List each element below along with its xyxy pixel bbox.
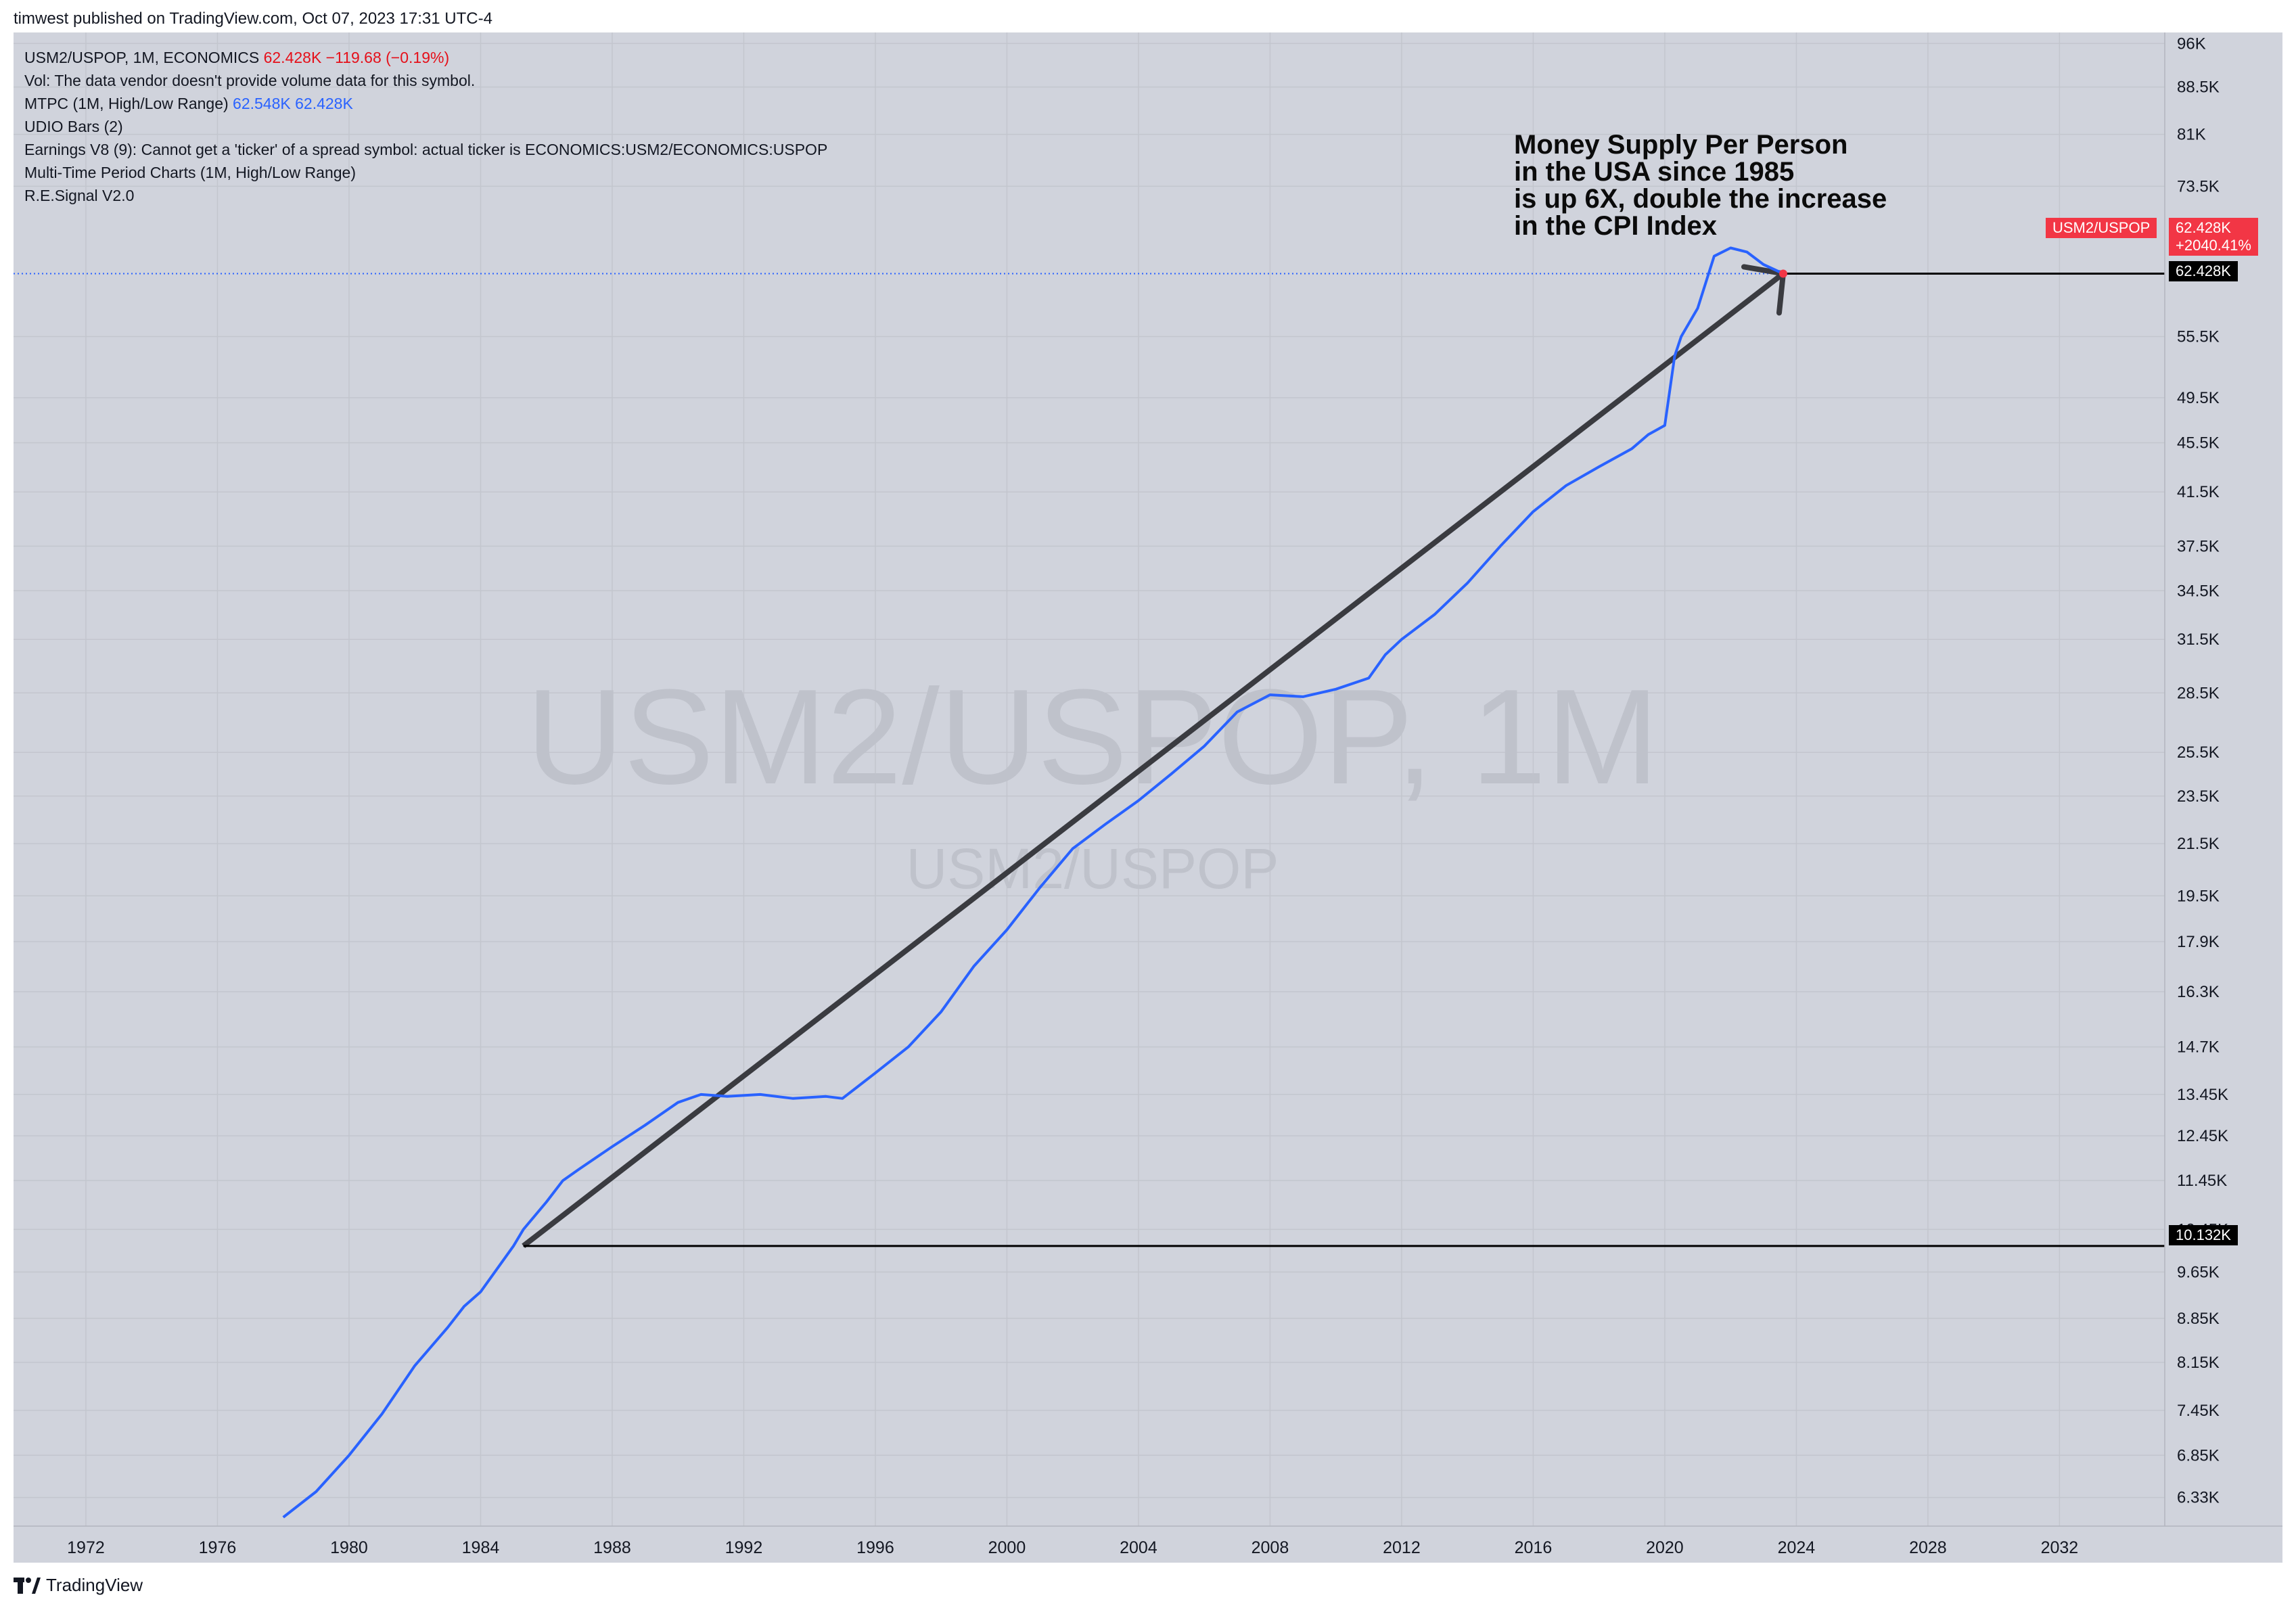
x-tick-label: 2020 [1646,1538,1684,1557]
y-tick-label: 17.9K [2177,933,2220,951]
y-tick-label: 41.5K [2177,483,2220,501]
legend-symbol-values: 62.428K −119.68 (−0.19%) [263,49,450,66]
y-tick-label: 19.5K [2177,887,2220,905]
y-tick-label: 37.5K [2177,537,2220,555]
legend-vol[interactable]: Vol: The data vendor doesn't provide vol… [24,72,476,89]
legend-symbol-row[interactable]: USM2/USPOP, 1M, ECONOMICS 62.428K −119.6… [24,46,827,69]
publish-info: timwest published on TradingView.com, Oc… [14,9,492,28]
x-tick-label: 2004 [1120,1538,1157,1557]
y-tick-label: 16.3K [2177,983,2220,1001]
x-tick-label: 2032 [2041,1538,2079,1557]
hline-bottom-tag[interactable]: 10.132K [2169,1225,2238,1245]
tradingview-logo-icon [14,1577,41,1594]
y-tick-label: 73.5K [2177,177,2220,196]
last-price-tag[interactable]: 62.428K +2040.41% [2169,218,2258,256]
chart-panel[interactable]: USM2/USPOP, 1M USM2/USPOP 96K 88.5K 81K 73.… [14,32,2282,1563]
x-tick-label: 2008 [1252,1538,1289,1557]
symbol-name-tag[interactable]: USM2/USPOP [2046,218,2157,238]
x-tick-label: 1992 [725,1538,763,1557]
time-axis: 1972 1976 1980 1984 1988 1992 1996 2000 2004 2008… [67,1538,2078,1557]
series-layer [282,246,1787,1519]
annotation-line: in the CPI Index [1514,211,1718,241]
y-tick-label: 6.85K [2177,1446,2220,1465]
annotation-line: in the USA since 1985 [1514,157,1795,187]
y-tick-label: 31.5K [2177,630,2220,649]
last-price-change: +2040.41% [2176,237,2251,254]
annotation-line: Money Supply Per Person [1514,130,1848,160]
y-tick-label: 34.5K [2177,582,2220,600]
legend-mtpc-values: 62.548K 62.428K [233,95,353,112]
y-tick-label: 8.15K [2177,1354,2220,1372]
watermark-symbol-interval: USM2/USPOP, 1M [526,662,1659,812]
y-tick-label: 21.5K [2177,835,2220,853]
x-tick-label: 1972 [67,1538,105,1557]
hline-top-tag[interactable]: 62.428K [2169,261,2238,281]
legend-symbol: USM2/USPOP, 1M, ECONOMICS [24,49,260,66]
legend-multi[interactable]: Multi-Time Period Charts (1M, High/Low R… [24,164,356,181]
y-tick-label: 28.5K [2177,684,2220,702]
x-tick-label: 2000 [988,1538,1026,1557]
legend-mtpc-row[interactable]: MTPC (1M, High/Low Range) 62.548K 62.428… [24,92,827,115]
y-tick-label: 8.85K [2177,1310,2220,1328]
y-tick-label: 9.65K [2177,1263,2220,1281]
legend-mtpc-label: MTPC (1M, High/Low Range) [24,95,229,112]
x-tick-label: 1988 [593,1538,631,1557]
y-tick-label: 55.5K [2177,327,2220,346]
x-tick-label: 1984 [462,1538,500,1557]
y-tick-label: 45.5K [2177,434,2220,453]
x-tick-label: 1976 [199,1538,237,1557]
y-tick-label: 23.5K [2177,787,2220,806]
y-tick-label: 11.45K [2177,1172,2227,1190]
legend-earnings[interactable]: Earnings V8 (9): Cannot get a 'ticker' o… [24,141,828,158]
price-axis-bg [2165,32,2282,1563]
last-price-value: 62.428K [2176,219,2231,236]
watermark-symbol: USM2/USPOP [906,837,1279,900]
x-tick-label: 2028 [1909,1538,1947,1557]
y-tick-label: 6.33K [2177,1489,2220,1507]
annotation-line: is up 6X, double the increase [1514,184,1887,214]
x-tick-label: 2012 [1383,1538,1421,1557]
y-tick-label: 12.45K [2177,1127,2228,1145]
grid [14,32,2165,1526]
footer-brand-text: TradingView [46,1575,143,1595]
x-tick-label: 2024 [1778,1538,1816,1557]
y-tick-label: 81K [2177,126,2206,144]
y-tick-label: 88.5K [2177,78,2220,97]
y-tick-label: 13.45K [2177,1086,2228,1104]
price-axis-panel [14,32,2282,1563]
y-tick-label: 96K [2177,34,2206,53]
chart-legend: USM2/USPOP, 1M, ECONOMICS 62.428K −119.6… [24,46,827,207]
y-tick-label: 7.45K [2177,1402,2220,1420]
x-tick-label: 1996 [856,1538,894,1557]
y-tick-label: 49.5K [2177,389,2220,407]
legend-resignal[interactable]: R.E.Signal V2.0 [24,187,135,204]
annotation-text[interactable]: Money Supply Per Person in the USA since… [1514,131,1887,239]
x-tick-label: 1980 [330,1538,368,1557]
x-tick-label: 2016 [1515,1538,1553,1557]
y-tick-label: 14.7K [2177,1038,2220,1057]
last-point-marker [1778,269,1787,278]
chart-canvas[interactable]: USM2/USPOP, 1M USM2/USPOP 96K 88.5K 81K 73.… [14,32,2282,1563]
legend-udio[interactable]: UDIO Bars (2) [24,118,123,135]
footer-brand[interactable]: TradingView [14,1575,143,1596]
trend-lines [522,264,2165,1248]
trend-arrow-line [522,271,1785,1248]
y-tick-label: 25.5K [2177,743,2220,762]
